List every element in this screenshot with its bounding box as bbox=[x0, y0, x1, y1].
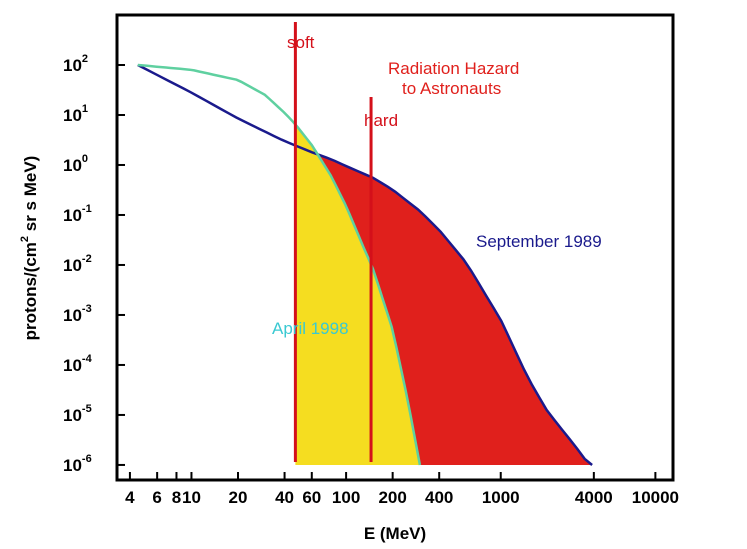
hazard-title-line2: to Astronauts bbox=[402, 79, 501, 98]
series-lines bbox=[137, 63, 593, 466]
y-axis-title: protons/(cm2 sr s MeV) bbox=[19, 156, 40, 341]
plot-frame bbox=[115, 13, 675, 482]
x-tick-label: 10000 bbox=[632, 488, 679, 507]
x-tick-label: 4 bbox=[125, 488, 135, 507]
y-tick-label: 10-2 bbox=[63, 253, 92, 275]
x-tick-label: 40 bbox=[275, 488, 294, 507]
x-tick-label: 100 bbox=[332, 488, 360, 507]
y-tick-label: 10-3 bbox=[63, 303, 92, 325]
x-ticks: 4 6 8 10 20 40 60 100 200 400 1000 4000 10000 bbox=[125, 472, 679, 507]
x-axis-title: E (MeV) bbox=[364, 524, 426, 543]
y-ticks: 102 101 100 10-1 10-2 10-3 10-4 10-5 10-6 bbox=[63, 53, 125, 475]
y-tick-label: 100 bbox=[63, 153, 88, 175]
y-tick-label: 101 bbox=[63, 103, 88, 125]
y-axis-title-base: protons/(cm bbox=[21, 242, 40, 340]
x-tick-label: 400 bbox=[425, 488, 453, 507]
x-tick-label: 20 bbox=[229, 488, 248, 507]
soft-region bbox=[295, 124, 420, 466]
shaded-regions bbox=[295, 124, 593, 466]
april-series-label: April 1998 bbox=[272, 319, 349, 338]
series-line-september-1989 bbox=[137, 63, 593, 466]
y-axis-title-rest: sr s MeV) bbox=[21, 156, 40, 236]
x-tick-label: 4000 bbox=[575, 488, 613, 507]
hazard-title-line1: Radiation Hazard bbox=[388, 59, 519, 78]
soft-label: soft bbox=[287, 33, 315, 52]
y-axis-title-exp: 2 bbox=[19, 236, 31, 242]
hard-label: hard bbox=[364, 111, 398, 130]
y-tick-label: 10-1 bbox=[63, 203, 92, 225]
series-line-april-1998 bbox=[137, 63, 422, 466]
y-tick-label: 10-4 bbox=[63, 353, 93, 375]
y-tick-label: 10-6 bbox=[63, 453, 92, 475]
threshold-lines bbox=[293, 22, 373, 462]
x-tick-label: 200 bbox=[378, 488, 406, 507]
x-tick-label: 1000 bbox=[482, 488, 520, 507]
y-tick-label: 102 bbox=[63, 53, 88, 75]
x-tick-label: 10 bbox=[182, 488, 201, 507]
x-tick-label: 60 bbox=[302, 488, 321, 507]
x-tick-label: 8 bbox=[172, 488, 181, 507]
y-tick-label: 10-5 bbox=[63, 403, 92, 425]
x-tick-label: 6 bbox=[152, 488, 161, 507]
september-series-label: September 1989 bbox=[476, 232, 602, 251]
